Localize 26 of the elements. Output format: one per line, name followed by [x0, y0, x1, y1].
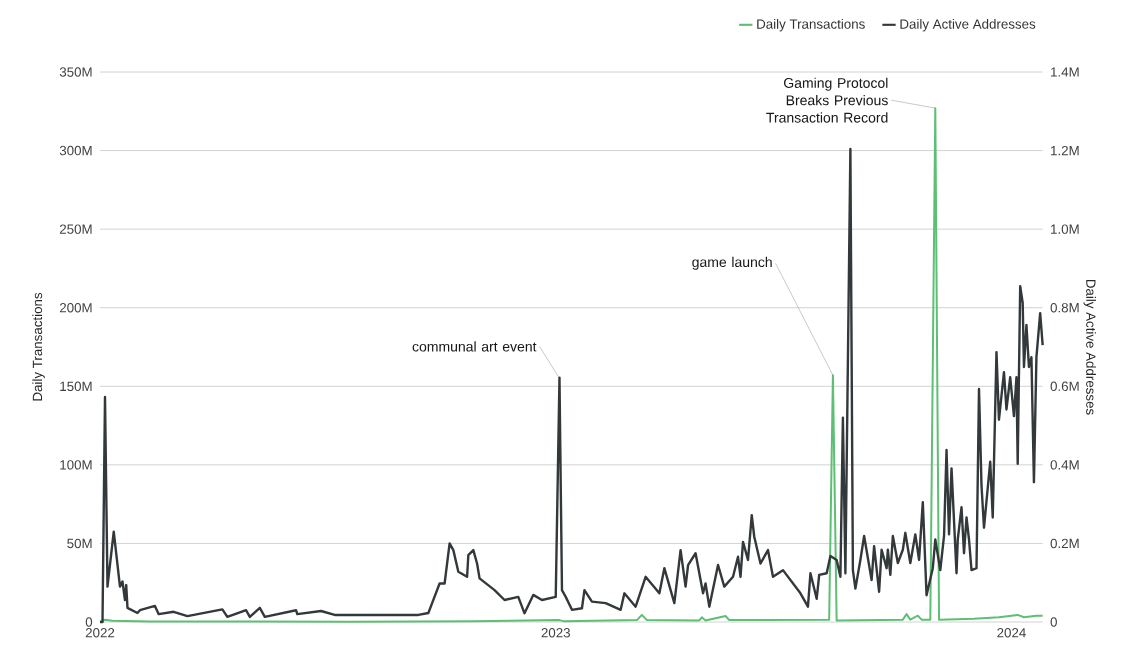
y2-tick-label: 0.2M	[1050, 538, 1079, 549]
y2-tick-label: 1.0M	[1051, 224, 1079, 234]
y-tick-label: 50M	[67, 538, 92, 549]
y-tick-label: 250M	[59, 224, 92, 234]
y-tick-label: 0	[85, 617, 93, 627]
x-tick-label: 2023	[541, 628, 570, 638]
x-tick-label: 2022	[85, 628, 115, 638]
y2-tick-label: 0.6M	[1050, 381, 1079, 391]
legend-label: Daily Transactions	[757, 18, 865, 32]
y2-tick-label: 0	[1050, 617, 1057, 627]
annotation: Gaming Protocol Breaks Previous Transaction Record	[766, 77, 888, 123]
y-tick-label: 350M	[59, 67, 92, 77]
annotation: communal art event	[412, 341, 537, 352]
y2-tick-label: 1.2M	[1051, 145, 1079, 156]
y2-tick-label: 0.4M	[1050, 460, 1079, 470]
y-tick-label: 300M	[59, 145, 92, 156]
annotation: game launch	[692, 256, 772, 270]
y2-tick-label: 0.8M	[1050, 303, 1079, 313]
legend-label: Daily Active Addresses	[900, 18, 1036, 32]
x-tick-label: 2024	[997, 628, 1026, 638]
y-tick-label: 200M	[59, 303, 92, 313]
y-tick-label: 100M	[60, 460, 92, 470]
y-axis-title: Daily Transactions	[32, 292, 45, 401]
y2-tick-label: 1.4M	[1051, 67, 1079, 77]
y2-axis-title: Daily Active Addresses	[1083, 279, 1096, 415]
y-tick-label: 150M	[60, 381, 92, 391]
